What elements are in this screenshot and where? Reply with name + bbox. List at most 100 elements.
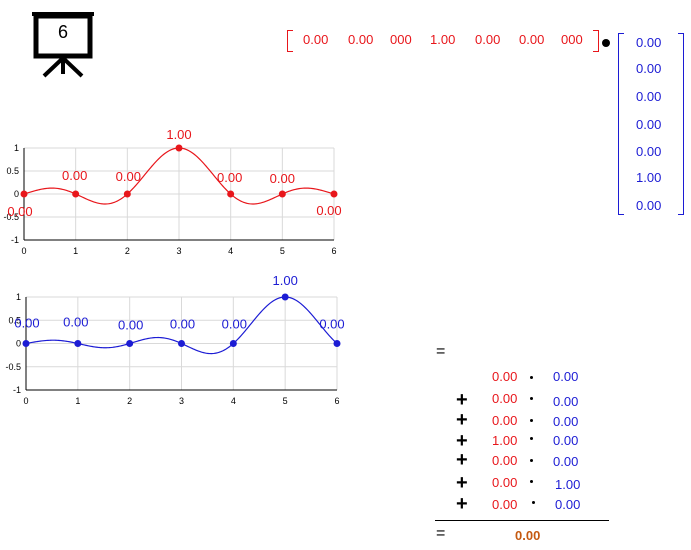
multiply-dot [530, 397, 533, 400]
y-tick-label: 0.5 [6, 166, 19, 176]
data-point [175, 144, 183, 152]
x-tick-label: 4 [231, 396, 236, 406]
data-point [330, 190, 338, 198]
slide-number: 6 [57, 22, 68, 42]
row-vector-right-bracket [593, 30, 599, 52]
data-label: 0.00 [118, 318, 143, 333]
plus-sign: + [456, 409, 468, 431]
data-label: 0.00 [62, 168, 87, 183]
data-label: 0.00 [116, 169, 141, 184]
data-point [227, 190, 235, 198]
x-tick-label: 6 [331, 246, 336, 256]
data-point [178, 340, 185, 347]
data-label: 0.00 [7, 204, 32, 219]
sum-term-b: 0.00 [555, 497, 581, 512]
row-vector-value: 1.00 [430, 32, 456, 47]
x-tick-label: 3 [179, 396, 184, 406]
x-tick-label: 1 [75, 396, 80, 406]
sum-term-a: 0.00 [492, 369, 518, 384]
column-vector: 0.00 0.00 0.00 0.00 0.00 1.00 0.00 [618, 33, 686, 216]
red-signal-chart: 0 1 2 3 4 5 6 1 0.5 0 -0.5 -1 0.00 0.00 0.00 1.00 0.00 0.… [3, 127, 341, 256]
column-vector-value: 1.00 [636, 170, 662, 185]
sum-term-b: 1.00 [555, 477, 581, 492]
data-point [333, 340, 341, 347]
multiply-dot [530, 459, 533, 462]
y-tick-label: -0.5 [3, 212, 19, 222]
multiply-dot [532, 501, 535, 504]
x-tick-label: 0 [23, 396, 28, 406]
x-tick-label: 2 [127, 396, 132, 406]
sum-term-b: 0.00 [553, 369, 579, 384]
x-tick-label: 1 [73, 246, 78, 256]
sum-term-b: 0.00 [553, 433, 579, 448]
sum-term-a: 1.00 [492, 433, 518, 448]
data-label: 0.00 [14, 316, 39, 331]
x-tick-label: 0 [21, 246, 26, 256]
data-point [20, 190, 28, 198]
sum-term-a: 0.00 [492, 391, 518, 406]
data-label: 1.00 [273, 273, 298, 288]
multiply-dot [530, 437, 533, 440]
y-tick-label: 1 [14, 143, 19, 153]
sum-term-a: 0.00 [492, 413, 518, 428]
row-vector-value: 0.00 [519, 32, 545, 47]
column-vector-left-bracket [618, 33, 624, 215]
data-label: 0.00 [270, 171, 295, 186]
sum-term-b: 0.00 [553, 414, 579, 429]
data-label: 0.00 [222, 317, 247, 332]
x-tick-label: 3 [176, 246, 181, 256]
data-label: 0.00 [319, 317, 344, 332]
row-vector-value: 0.00 [303, 32, 329, 47]
blue-signal-chart: 0 1 2 3 4 5 6 1 0.5 0 -0.5 -1 0.00 0.00 0.00 0.00 0.00 1.… [5, 273, 344, 406]
x-tick-label: 2 [125, 246, 130, 256]
data-label: 0.00 [217, 170, 242, 185]
data-point [229, 340, 237, 347]
column-vector-right-bracket [678, 33, 684, 215]
data-label: 0.00 [316, 203, 341, 218]
y-tick-label: 1 [16, 292, 21, 302]
data-label: 0.00 [63, 315, 88, 330]
row-vector-value: 000 [561, 32, 583, 47]
row-vector-value: 0.00 [348, 32, 374, 47]
column-vector-value: 0.00 [636, 198, 662, 213]
sum-result: 0.00 [515, 528, 541, 543]
equals-sign: = [436, 343, 446, 360]
data-label: 0.00 [170, 317, 195, 332]
data-point [72, 190, 80, 198]
column-vector-value: 0.00 [636, 89, 662, 104]
y-tick-label: -1 [13, 385, 21, 395]
y-tick-label: 0 [16, 339, 21, 349]
sum-term-a: 0.00 [492, 497, 518, 512]
row-vector-value: 000 [390, 32, 412, 47]
x-tick-label: 5 [283, 396, 288, 406]
row-vector-value: 0.00 [475, 32, 501, 47]
column-vector-value: 0.00 [636, 61, 662, 76]
y-tick-label: -1 [11, 235, 19, 245]
y-tick-label: 0.5 [8, 315, 21, 325]
data-point [281, 293, 289, 301]
row-vector-left-bracket [287, 30, 293, 52]
y-tick-label: -0.5 [5, 362, 21, 372]
column-vector-value: 0.00 [636, 35, 662, 50]
column-vector-value: 0.00 [636, 144, 662, 159]
plus-sign: + [456, 449, 468, 471]
sum-term-a: 0.00 [492, 453, 518, 468]
plus-sign: + [456, 493, 468, 515]
plus-sign: + [456, 472, 468, 494]
data-point [74, 340, 82, 347]
plus-sign: + [456, 389, 468, 411]
multiply-dot [530, 376, 533, 379]
sum-divider-line [435, 520, 609, 521]
column-vector-value: 0.00 [636, 117, 662, 132]
multiply-dot [530, 480, 533, 483]
sum-term-b: 0.00 [553, 394, 579, 409]
plus-sign: + [456, 430, 468, 452]
x-tick-label: 6 [334, 396, 339, 406]
x-tick-label: 5 [280, 246, 285, 256]
data-point [278, 190, 286, 198]
data-label: 1.00 [166, 127, 191, 142]
result-equals-sign: = [436, 525, 446, 542]
presentation-board-icon: 6 [28, 10, 98, 78]
sum-term-b: 0.00 [553, 454, 579, 469]
row-vector: 0.00 0.00 000 1.00 0.00 0.00 000 [287, 28, 599, 52]
